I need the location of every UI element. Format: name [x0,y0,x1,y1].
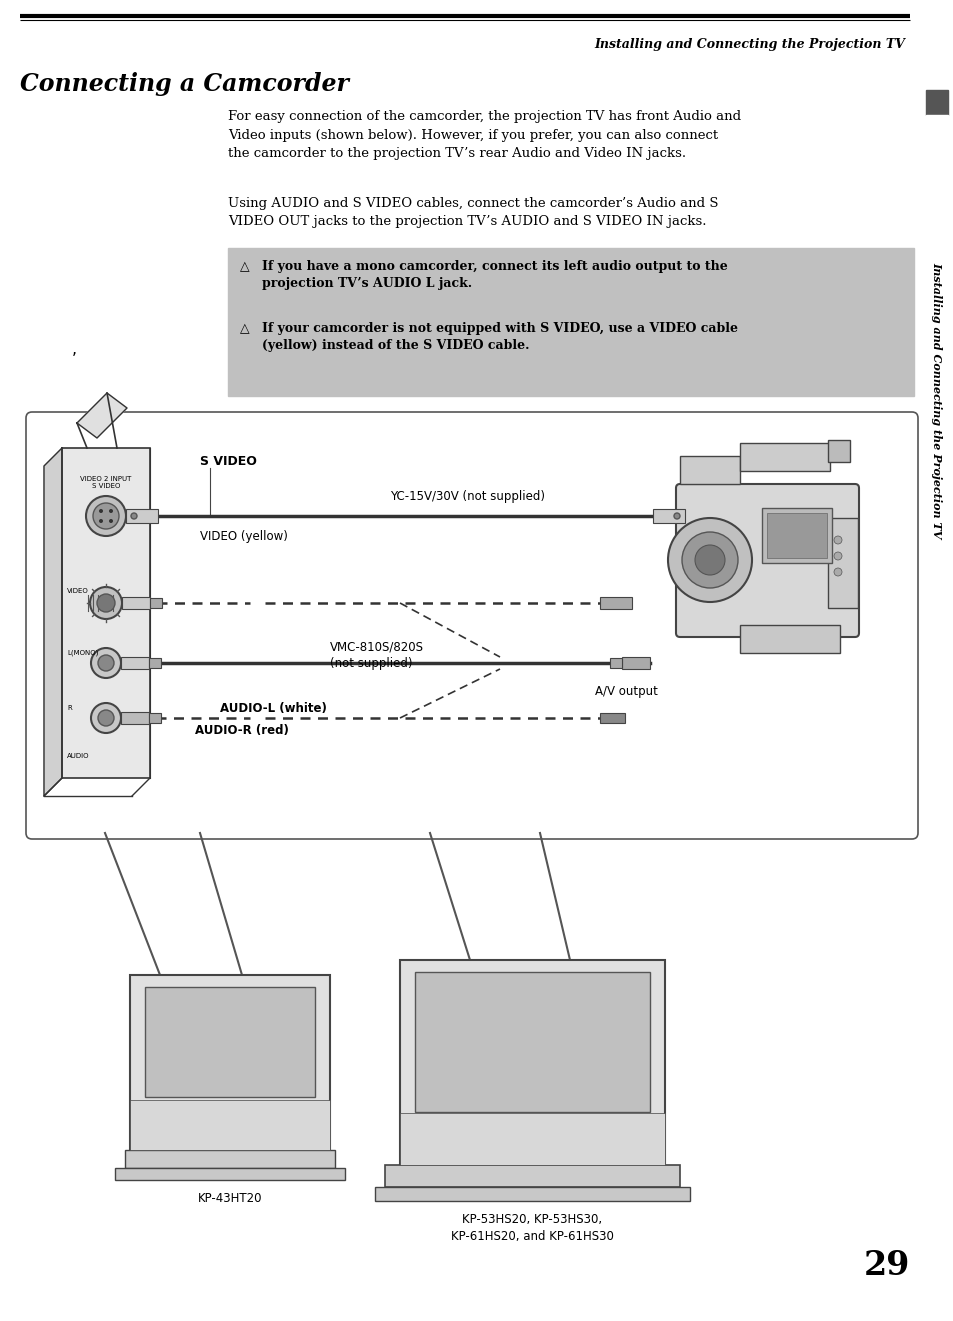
Text: VIDEO (yellow): VIDEO (yellow) [200,530,288,543]
Text: L(MONO): L(MONO) [67,650,98,657]
Text: If you have a mono camcorder, connect its left audio output to the
projection TV: If you have a mono camcorder, connect it… [262,260,727,291]
Circle shape [833,552,841,560]
Bar [766,513,826,557]
Circle shape [695,546,724,575]
Text: ’: ’ [71,351,77,367]
Bar [399,960,664,1165]
Circle shape [91,703,121,733]
Bar [925,115,947,695]
Text: Connecting a Camcorder: Connecting a Camcorder [20,73,349,96]
Circle shape [97,594,115,612]
Text: S VIDEO: S VIDEO [200,454,256,468]
Circle shape [99,509,103,513]
Bar [115,1168,345,1180]
Circle shape [681,532,738,588]
Bar [621,657,649,668]
Bar [609,658,621,668]
Bar [62,448,150,778]
Bar [149,658,161,668]
Bar [125,1151,335,1168]
Circle shape [833,536,841,544]
Bar [761,509,831,563]
Text: VIDEO: VIDEO [67,588,89,594]
Text: VMC-810S/820S
(not supplied): VMC-810S/820S (not supplied) [330,639,423,670]
Polygon shape [77,394,127,439]
Text: If your camcorder is not equipped with S VIDEO, use a VIDEO cable
(yellow) inste: If your camcorder is not equipped with S… [262,322,738,353]
Text: Installing and Connecting the Projection TV: Installing and Connecting the Projection… [594,38,904,52]
FancyBboxPatch shape [676,483,858,637]
Bar [385,1165,679,1188]
Text: AUDIO: AUDIO [67,753,90,760]
Bar [121,657,149,668]
Bar [228,248,913,396]
Text: A/V output: A/V output [595,686,658,697]
Bar [145,987,314,1096]
Bar [740,443,829,472]
Circle shape [667,518,751,602]
FancyBboxPatch shape [26,412,917,839]
Text: YC-15V/30V (not supplied): YC-15V/30V (not supplied) [390,490,544,503]
Text: △: △ [240,260,250,273]
Text: For easy connection of the camcorder, the projection TV has front Audio and
Vide: For easy connection of the camcorder, th… [228,110,740,160]
Circle shape [98,709,113,727]
Circle shape [673,513,679,519]
Text: Installing and Connecting the Projection TV: Installing and Connecting the Projection… [930,262,942,538]
Text: AUDIO-L (white): AUDIO-L (white) [220,701,327,715]
Circle shape [99,519,103,523]
Circle shape [131,513,137,519]
Polygon shape [44,448,62,797]
Circle shape [98,655,113,671]
Text: AUDIO-R (red): AUDIO-R (red) [194,724,289,737]
Bar [679,456,740,483]
Text: VIDEO 2 INPUT
S VIDEO: VIDEO 2 INPUT S VIDEO [80,476,132,489]
Text: △: △ [240,322,250,336]
Text: R: R [67,705,71,711]
Bar [122,597,150,609]
Circle shape [92,503,119,528]
Text: KP-53HS20, KP-53HS30,
KP-61HS20, and KP-61HS30: KP-53HS20, KP-53HS30, KP-61HS20, and KP-… [451,1213,614,1243]
Circle shape [833,568,841,576]
Bar [150,598,162,608]
Circle shape [109,519,112,523]
Bar [149,713,161,723]
Text: 29: 29 [862,1248,909,1281]
Bar [599,713,624,723]
Text: Using AUDIO and S VIDEO cables, connect the camcorder’s Audio and S
VIDEO OUT ja: Using AUDIO and S VIDEO cables, connect … [228,197,718,229]
Bar [925,90,947,115]
Bar [126,509,158,523]
Bar [130,1100,330,1151]
Text: KP-43HT20: KP-43HT20 [197,1192,262,1205]
Bar [827,518,857,608]
Bar [415,972,649,1112]
Circle shape [109,509,112,513]
Circle shape [91,649,121,678]
Bar [121,712,149,724]
Bar [827,440,849,462]
Bar [375,1188,689,1201]
Circle shape [86,495,126,536]
Bar [652,509,684,523]
Bar [740,625,840,653]
Bar [130,975,330,1151]
Circle shape [90,587,122,620]
Bar [399,1114,664,1165]
Bar [599,597,631,609]
